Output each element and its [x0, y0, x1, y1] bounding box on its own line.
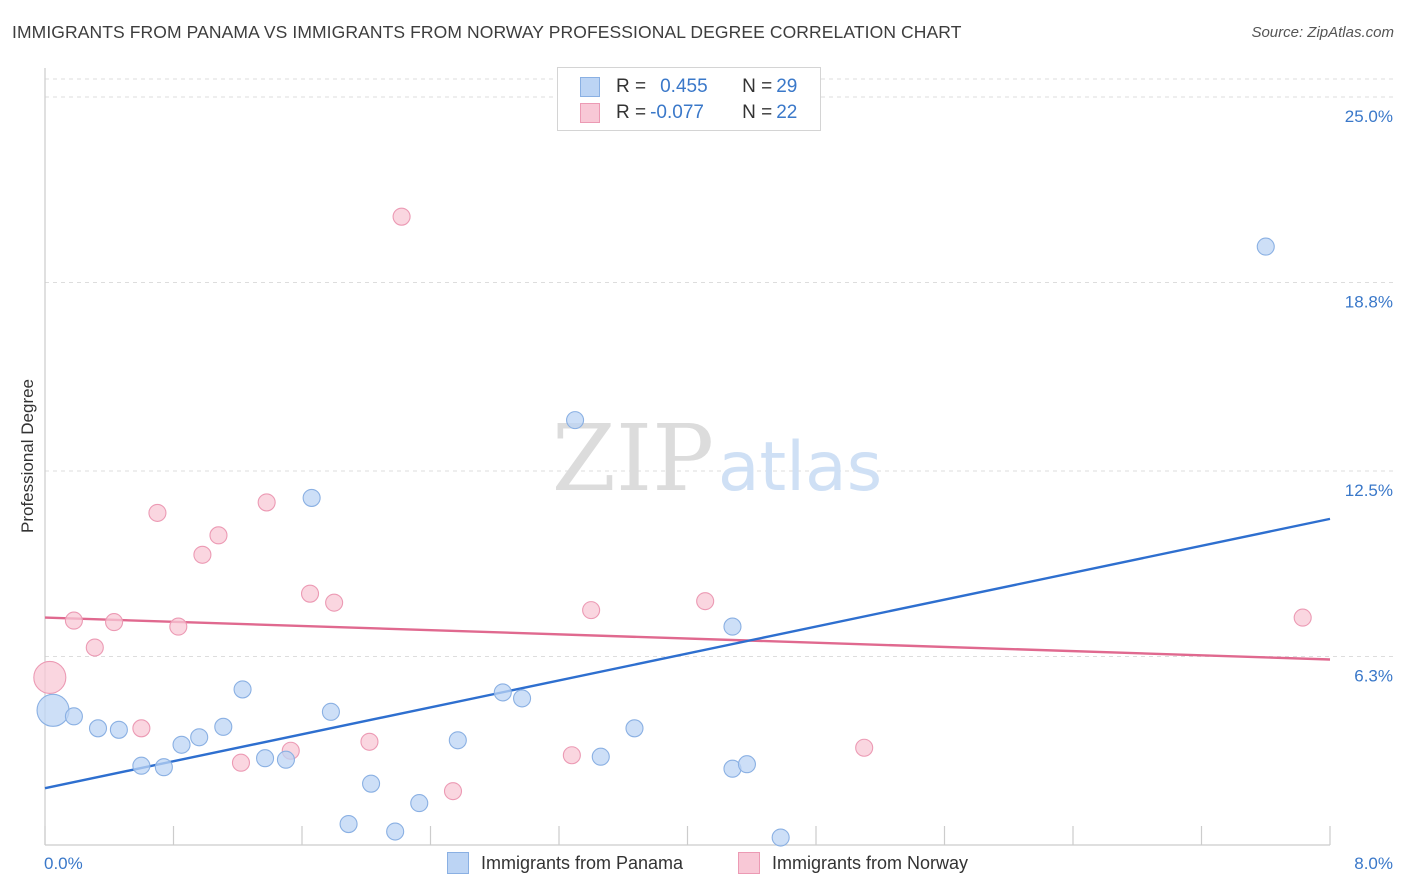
norway-point — [231, 753, 251, 772]
panama-point — [513, 689, 532, 708]
legend-row-panama: R = 0.455 N = 29 — [580, 75, 797, 99]
norway-point — [132, 719, 151, 738]
legend-n-label: N = — [742, 102, 773, 123]
norway-legend-label: Immigrants from Norway — [772, 852, 969, 873]
norway-point — [392, 207, 411, 226]
legend-n-label: N = — [742, 76, 773, 97]
panama-point — [1256, 237, 1275, 256]
panama-point — [591, 747, 610, 766]
y-tick-label: 12.5% — [1345, 481, 1393, 500]
chart-title: IMMIGRANTS FROM PANAMA VS IMMIGRANTS FRO… — [12, 22, 962, 42]
y-tick-label: 25.0% — [1345, 107, 1393, 126]
legend-row-norway: R = -0.077 N = 22 — [580, 101, 797, 125]
panama-point — [190, 728, 209, 747]
panama-point — [362, 774, 381, 793]
legend-item-panama: Immigrants from Panama — [447, 852, 683, 874]
source-label: Source: ZipAtlas.com — [1251, 24, 1394, 41]
norway-point — [148, 503, 167, 522]
panama-point — [737, 755, 756, 774]
tick-labels: 6.3% 12.5% 18.8% 25.0% 0.0% 8.0% — [44, 107, 1393, 873]
panama-point — [625, 719, 644, 738]
y-tick-label: 6.3% — [1354, 667, 1393, 686]
norway-point — [443, 782, 463, 801]
norway-point — [33, 660, 67, 694]
norway-swatch — [580, 103, 600, 123]
legend-n-value: 29 — [776, 76, 798, 97]
legend-r-value: -0.077 — [650, 102, 704, 123]
grid-lines — [45, 78, 1395, 658]
panama-point — [172, 735, 191, 754]
correlation-legend: R = 0.455 N = 29 R = -0.077 N = 22 — [557, 67, 821, 131]
legend-item-norway: Immigrants from Norway — [738, 852, 968, 874]
panama-point — [154, 758, 173, 777]
panama-points — [36, 237, 1275, 847]
panama-point — [493, 683, 512, 702]
axes — [44, 68, 1331, 846]
panama-legend-swatch — [447, 852, 469, 874]
watermark-atlas: atlas — [718, 428, 882, 507]
panama-point — [448, 731, 467, 750]
panama-point — [109, 720, 128, 739]
panama-point — [64, 707, 83, 726]
norway-point — [855, 738, 874, 757]
norway-legend-swatch — [738, 852, 760, 874]
panama-point — [214, 717, 233, 736]
norway-points — [33, 207, 1312, 801]
watermark: ZIP atlas — [552, 405, 882, 512]
x-tick-label: 0.0% — [44, 854, 83, 873]
panama-point — [339, 815, 358, 834]
panama-point — [132, 756, 151, 775]
panama-point — [723, 617, 742, 636]
norway-point — [1293, 608, 1312, 627]
panama-swatch — [580, 77, 600, 97]
norway-point — [696, 592, 715, 611]
panama-point — [321, 702, 340, 721]
panama-point — [88, 719, 108, 738]
panama-point — [386, 822, 405, 841]
norway-point — [64, 611, 83, 630]
panama-point — [771, 828, 790, 847]
norway-point — [300, 584, 320, 603]
legend-r-value: 0.455 — [660, 76, 708, 97]
panama-point — [233, 680, 252, 699]
panama-point — [36, 693, 70, 727]
norway-point — [105, 613, 124, 632]
norway-point — [360, 732, 379, 751]
legend-r-label: R = — [616, 102, 647, 123]
legend-r-label: R = — [616, 76, 647, 97]
panama-trend-line — [44, 517, 1331, 790]
panama-point — [256, 749, 275, 768]
panama-point — [302, 488, 321, 507]
norway-point — [209, 526, 228, 545]
trend-lines — [44, 517, 1331, 790]
norway-trend-line — [44, 616, 1331, 661]
norway-point — [169, 617, 188, 636]
panama-point — [276, 750, 295, 769]
norway-point — [582, 601, 601, 620]
norway-point — [193, 545, 212, 564]
panama-point — [566, 411, 585, 430]
norway-point — [85, 638, 104, 657]
x-tick-label: 8.0% — [1354, 854, 1393, 873]
panama-legend-label: Immigrants from Panama — [481, 852, 684, 873]
panama-point — [410, 794, 429, 813]
y-tick-label: 18.8% — [1345, 293, 1393, 312]
legend-n-value: 22 — [776, 102, 798, 123]
norway-point — [562, 746, 581, 765]
norway-point — [257, 493, 276, 512]
norway-point — [325, 593, 344, 612]
